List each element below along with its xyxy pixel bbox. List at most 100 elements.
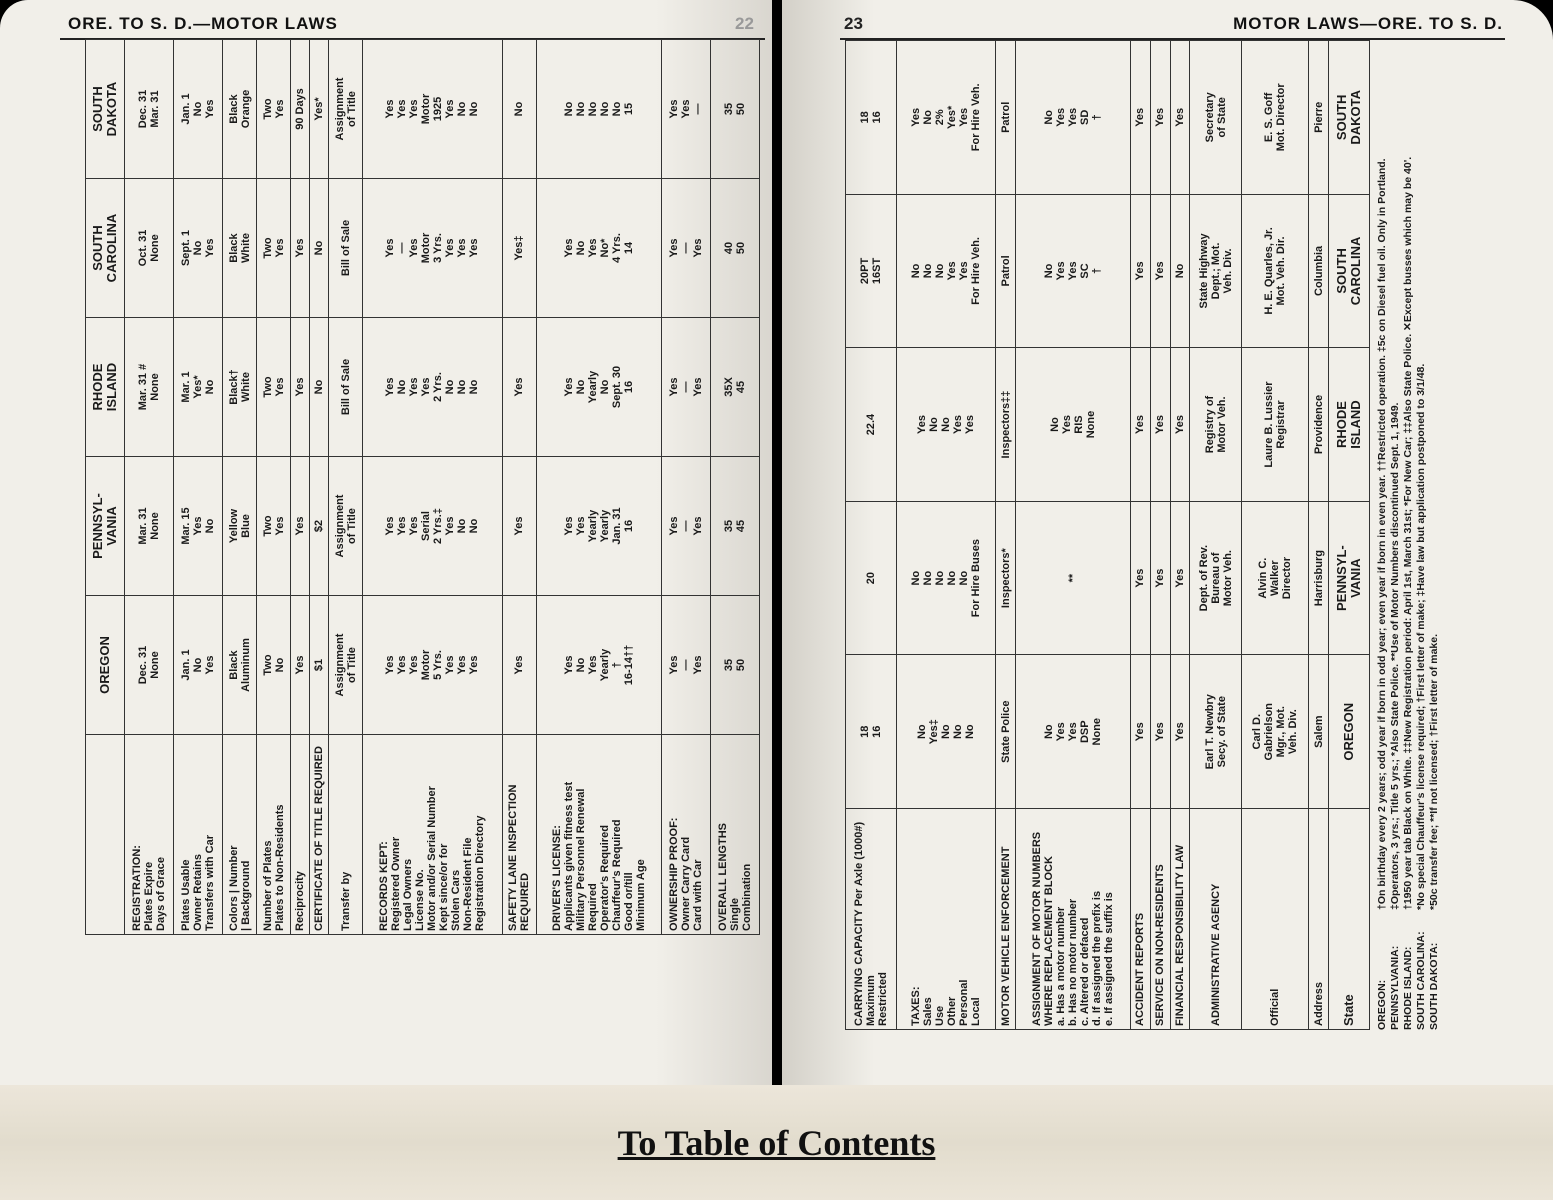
cell: No No No No No For Hire Buses — [896, 501, 996, 655]
cell: Yes Yes Yes Motor 5 Yrs. Yes Yes Yes — [362, 595, 503, 735]
table-row: Transfer by Assignment of Title Assignment… — [328, 39, 363, 935]
cell: Yes* — [309, 39, 329, 179]
cell: Yes No Yes Yes 2 Yrs. No No No — [362, 317, 503, 457]
footnote-text: †On birthday every 2 years; odd year if … — [1376, 158, 1388, 910]
cell: No — [1170, 194, 1190, 348]
cell: Dec. 31 Mar. 31 — [124, 39, 174, 179]
cell: Salem — [1308, 654, 1329, 809]
row-label: TAXES: Sales Use Other Personal Local — [896, 808, 996, 1030]
row-label: MOTOR VEHICLE ENFORCEMENT — [995, 808, 1016, 1030]
cell: Mar. 31 None — [124, 456, 174, 596]
cell: Yes — [1130, 40, 1151, 195]
row-label: Reciprocity — [290, 734, 310, 935]
cell: Black Aluminum — [222, 595, 257, 735]
cell: E. S. Goff Mot. Director — [1241, 40, 1309, 195]
row-label: ASSIGNMENT OF MOTOR NUMBERS WHERE REPLAC… — [1015, 808, 1131, 1030]
footnote-text: *50c transfer fee; **If not licensed; †F… — [1428, 633, 1440, 910]
cell: Yes Yes Yearly Yearly Jan. 31 16 — [536, 456, 662, 596]
table-row: Address Salem Harrisburg Providence Columbia… — [1308, 40, 1329, 1030]
cell: Yes No Yearly No Sept. 30 16 — [536, 317, 662, 457]
table-row: FINANCIAL RESPONSIBILITY LAW Yes Yes Yes No Y… — [1170, 40, 1190, 1030]
cell: Yes No 2% Yes* Yes For Hire Veh. — [896, 40, 996, 195]
laws-table: CARRYING CAPACITY Per Axle (1000#) Maxim… — [845, 40, 1370, 1030]
cell: Yes — [1170, 501, 1190, 655]
cell: Yes — [290, 595, 310, 735]
row-label: Transfer by — [328, 734, 363, 935]
head-rule — [840, 38, 1505, 40]
cell: Yes — [1150, 501, 1171, 655]
row-label: OWNERSHIP PROOF: Owner Carry Card Card w… — [661, 734, 711, 935]
table-row: Reciprocity Yes Yes Yes Yes 90 Days — [290, 39, 310, 935]
cell: Yes — [1170, 654, 1190, 809]
cell: Secretary of State — [1189, 40, 1242, 195]
cell: Alvin C. Walker Director — [1241, 501, 1309, 655]
cell: Assignment of Title — [328, 595, 363, 735]
cell: Two Yes — [256, 178, 291, 318]
cell: 90 Days — [290, 39, 310, 179]
laws-table: OREGON PENNSYL- VANIA RHODE ISLAND SOUTH CA… — [85, 39, 760, 935]
cell: Columbia — [1308, 194, 1329, 348]
rotated-content: OREGON PENNSYL- VANIA RHODE ISLAND SOUTH CA… — [85, 39, 760, 935]
cell: Yes Yes — — [661, 39, 711, 179]
cell: Yes‡ — [502, 178, 537, 318]
cell: Yes — Yes — [661, 595, 711, 735]
row-label: CARRYING CAPACITY Per Axle (1000#) Maxim… — [845, 808, 897, 1030]
cell: Yes — [502, 456, 537, 596]
cell: Jan. 1 No Yes — [173, 595, 223, 735]
row-label: SERVICE ON NON-RESIDENTS — [1150, 808, 1171, 1030]
left-page: ORE. TO S. D.—MOTOR LAWS 22 OREGON PENNSY… — [0, 0, 772, 1085]
table-row: SERVICE ON NON-RESIDENTS Yes Yes Yes Yes Yes — [1150, 40, 1171, 1030]
row-label: Official — [1241, 808, 1309, 1030]
cell: Yes — [1150, 654, 1171, 809]
cell: Two No — [256, 595, 291, 735]
table-row: Official Carl D. Gabrielson Mgr., Mot. Ve… — [1241, 40, 1309, 1030]
cell: Two Yes — [256, 39, 291, 179]
footnote-label: PENNSYLVANIA: — [1389, 945, 1401, 1030]
cell: Registry of Motor Veh. — [1189, 347, 1242, 502]
running-head: MOTOR LAWS—ORE. TO S. D. — [1233, 14, 1503, 33]
table-row: REGISTRATION: Plates Expire Days of Grac… — [124, 39, 174, 935]
cell: 18 16 — [845, 654, 897, 809]
cell: Bill of Sale — [328, 178, 363, 318]
footnote-text: †1950 year tab Black on White. ‡‡New Reg… — [1402, 156, 1414, 910]
cell: Yes — [290, 456, 310, 596]
cell: Patrol — [995, 194, 1016, 348]
cell: Yes — [1170, 347, 1190, 502]
cell: $1 — [309, 595, 329, 735]
cell: SOUTH DAKOTA — [85, 39, 125, 179]
table-row: OREGON PENNSYL- VANIA RHODE ISLAND SOUTH CA… — [85, 39, 125, 935]
row-label — [85, 734, 125, 935]
page-number: 23 — [844, 14, 863, 33]
row-label: Colors | Number | Background — [222, 734, 257, 935]
toc-link[interactable]: To Table of Contents — [617, 1123, 936, 1163]
table-row: Plates Usable Owner Retains Transfers wi… — [173, 39, 223, 935]
cell: Yes — [502, 317, 537, 457]
cell: Yes — [1130, 194, 1151, 348]
table-row: Number of Plates Plates to Non-Residents… — [256, 39, 291, 935]
table-row: MOTOR VEHICLE ENFORCEMENT State Police Ins… — [995, 40, 1016, 1030]
cell: Dec. 31 None — [124, 595, 174, 735]
cell: SOUTH CAROLINA — [85, 178, 125, 318]
table-row: CARRYING CAPACITY Per Axle (1000#) Maxim… — [845, 40, 897, 1030]
cell: No Yes‡ No No No — [896, 654, 996, 809]
cell: 40 50 — [710, 178, 760, 318]
cell: Patrol — [995, 40, 1016, 195]
footnote-text: *No special Chauffeur's license required… — [1415, 363, 1427, 910]
table-row: TAXES: Sales Use Other Personal Local No … — [896, 40, 996, 1030]
cell: $2 — [309, 456, 329, 596]
cell: Two Yes — [256, 317, 291, 457]
cell: 35X 45 — [710, 317, 760, 457]
table-row: SAFETY LANE INSPECTION REQUIRED Yes Yes Yes… — [502, 39, 537, 935]
table-row: ACCIDENT REPORTS Yes Yes Yes Yes Yes — [1130, 40, 1151, 1030]
cell: Yes Yes Yes Serial 2 Yrs.‡ Yes No No — [362, 456, 503, 596]
footnote: SOUTH CAROLINA: *No special Chauffeur's l… — [1415, 40, 1428, 1030]
row-label: CERTIFICATE OF TITLE REQUIRED — [309, 734, 329, 935]
cell: Yes — [1150, 40, 1171, 195]
cell: Yes No No Yes Yes — [896, 347, 996, 502]
footnote: SOUTH DAKOTA: *50c transfer fee; **If not… — [1428, 40, 1441, 1030]
cell: Yellow Blue — [222, 456, 257, 596]
row-label: FINANCIAL RESPONSIBILITY LAW — [1170, 808, 1190, 1030]
cell: Bill of Sale — [328, 317, 363, 457]
cell: Yes — [1130, 347, 1151, 502]
cell: Yes — [1130, 501, 1151, 655]
